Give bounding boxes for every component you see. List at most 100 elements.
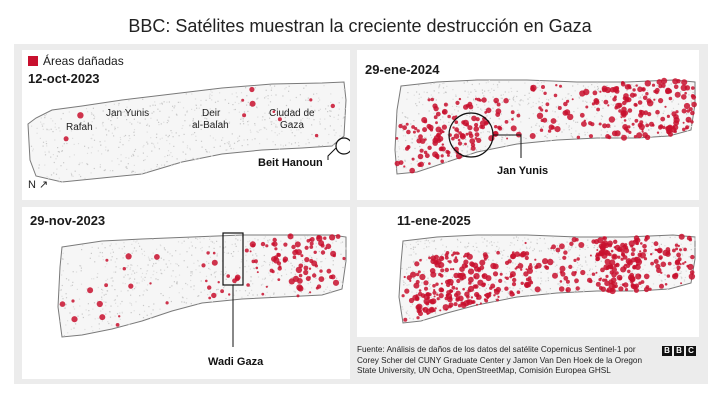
urban-speck <box>411 291 413 293</box>
urban-speck <box>520 121 522 123</box>
urban-speck <box>467 146 469 148</box>
urban-speck <box>47 177 50 179</box>
urban-speck <box>341 241 344 243</box>
urban-speck <box>679 82 681 84</box>
urban-speck <box>449 138 451 140</box>
urban-speck <box>181 301 183 303</box>
damage-spot <box>665 125 671 132</box>
damage-spot <box>410 271 417 278</box>
urban-speck <box>313 119 315 121</box>
urban-speck <box>503 249 505 251</box>
urban-speck <box>117 126 119 129</box>
urban-speck <box>600 129 602 131</box>
urban-speck <box>589 274 591 276</box>
urban-speck <box>414 147 416 150</box>
urban-speck <box>212 137 214 139</box>
urban-speck <box>104 247 106 249</box>
urban-speck <box>404 282 406 284</box>
urban-speck <box>558 242 560 245</box>
urban-speck <box>247 101 249 103</box>
urban-speck <box>41 125 44 127</box>
urban-speck <box>487 284 490 286</box>
urban-speck <box>158 148 160 150</box>
urban-speck <box>80 270 82 272</box>
urban-speck <box>482 241 484 243</box>
damage-spot <box>650 261 654 266</box>
urban-speck <box>538 250 541 252</box>
urban-speck <box>285 86 287 89</box>
urban-speck <box>418 97 420 99</box>
urban-speck <box>674 255 676 257</box>
urban-speck <box>660 265 662 267</box>
damage-spot <box>511 118 514 121</box>
urban-speck <box>446 272 448 274</box>
urban-speck <box>140 276 142 278</box>
urban-speck <box>257 97 259 99</box>
urban-speck <box>135 241 137 243</box>
urban-speck <box>511 90 513 93</box>
urban-speck <box>428 110 430 112</box>
urban-speck <box>129 268 131 270</box>
urban-speck <box>97 300 99 302</box>
urban-speck <box>113 135 115 137</box>
urban-speck <box>584 134 586 136</box>
urban-speck <box>418 93 420 95</box>
urban-speck <box>160 293 162 295</box>
damage-spot <box>616 274 623 281</box>
urban-speck <box>31 125 33 127</box>
urban-speck <box>491 88 493 90</box>
urban-speck <box>416 137 418 139</box>
urban-speck <box>628 118 630 120</box>
urban-speck <box>218 125 220 127</box>
damage-spot <box>499 272 503 276</box>
damage-spot <box>246 283 250 287</box>
damage-spot <box>429 128 434 132</box>
urban-speck <box>153 111 155 113</box>
urban-speck <box>261 265 263 267</box>
damage-spot <box>644 80 651 87</box>
urban-speck <box>271 130 273 132</box>
urban-speck <box>567 248 569 250</box>
damage-spot <box>688 273 696 280</box>
urban-speck <box>87 314 90 316</box>
urban-speck <box>237 137 239 139</box>
urban-speck <box>517 237 519 239</box>
urban-speck <box>235 92 237 94</box>
damage-spot <box>300 254 304 258</box>
urban-speck <box>194 125 196 127</box>
urban-speck <box>62 252 64 254</box>
urban-speck <box>70 285 72 287</box>
bbc-logo-b1: B <box>662 346 672 356</box>
urban-speck <box>487 258 489 260</box>
urban-speck <box>236 272 238 274</box>
urban-speck <box>468 153 470 155</box>
damage-spot <box>442 304 449 311</box>
urban-speck <box>434 311 436 313</box>
city-label-jan-yunis: Jan Yunis <box>106 108 149 119</box>
urban-speck <box>254 87 256 89</box>
urban-speck <box>589 124 591 126</box>
urban-speck <box>226 142 228 144</box>
urban-speck <box>155 262 157 264</box>
urban-speck <box>640 286 642 288</box>
urban-speck <box>489 147 491 149</box>
urban-speck <box>86 152 89 154</box>
urban-speck <box>242 118 244 120</box>
urban-speck <box>324 118 326 120</box>
damage-spot <box>438 272 442 277</box>
urban-speck <box>172 136 174 138</box>
damage-spot <box>439 309 442 312</box>
damage-spot <box>656 131 660 134</box>
urban-speck <box>300 291 302 293</box>
urban-speck <box>536 242 538 245</box>
urban-speck <box>493 122 495 124</box>
urban-speck <box>225 297 227 300</box>
urban-speck <box>397 156 399 158</box>
urban-speck <box>119 141 121 143</box>
urban-speck <box>267 239 269 241</box>
damage-spot <box>534 286 541 293</box>
damage-spot <box>325 243 332 250</box>
urban-speck <box>45 143 48 145</box>
damage-spot <box>504 276 507 279</box>
damage-spot <box>287 233 294 240</box>
